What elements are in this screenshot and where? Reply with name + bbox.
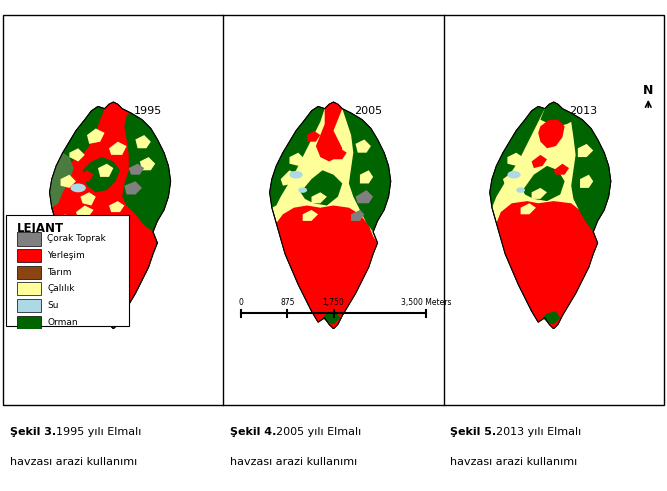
Polygon shape bbox=[276, 206, 378, 329]
Text: Şekil 4.: Şekil 4. bbox=[230, 427, 277, 437]
Text: Su: Su bbox=[47, 301, 59, 310]
Bar bbox=[17, 266, 41, 279]
Text: 1995 yılı Elmalı: 1995 yılı Elmalı bbox=[49, 427, 141, 437]
Polygon shape bbox=[56, 214, 74, 227]
Polygon shape bbox=[307, 131, 320, 142]
Text: 2013: 2013 bbox=[570, 107, 598, 116]
Text: Şekil 5.: Şekil 5. bbox=[450, 427, 496, 437]
Text: 875: 875 bbox=[280, 299, 295, 307]
Polygon shape bbox=[496, 201, 598, 329]
Polygon shape bbox=[543, 311, 560, 325]
Polygon shape bbox=[124, 181, 142, 194]
Polygon shape bbox=[356, 190, 373, 203]
Ellipse shape bbox=[516, 188, 525, 193]
Bar bbox=[17, 316, 41, 329]
Polygon shape bbox=[578, 144, 593, 157]
Polygon shape bbox=[269, 107, 325, 208]
Polygon shape bbox=[334, 148, 347, 159]
Text: 1995: 1995 bbox=[133, 107, 162, 116]
Text: Tarım: Tarım bbox=[47, 268, 72, 277]
Polygon shape bbox=[303, 210, 318, 221]
Ellipse shape bbox=[508, 171, 521, 179]
Text: 2005 yılı Elmalı: 2005 yılı Elmalı bbox=[269, 427, 361, 437]
Polygon shape bbox=[140, 157, 155, 170]
Polygon shape bbox=[356, 139, 371, 153]
Polygon shape bbox=[532, 188, 547, 199]
Polygon shape bbox=[109, 201, 124, 212]
Text: Çalılık: Çalılık bbox=[47, 284, 75, 293]
Text: 3,500 Meters: 3,500 Meters bbox=[401, 299, 451, 307]
Polygon shape bbox=[281, 170, 298, 186]
Bar bbox=[5, 215, 129, 327]
Polygon shape bbox=[360, 170, 373, 184]
Polygon shape bbox=[508, 153, 523, 166]
Bar bbox=[17, 232, 41, 246]
Text: 2005: 2005 bbox=[354, 107, 382, 116]
Text: Şekil 3.: Şekil 3. bbox=[10, 427, 56, 437]
Polygon shape bbox=[107, 126, 120, 137]
Text: 1,750: 1,750 bbox=[323, 299, 344, 307]
Polygon shape bbox=[540, 102, 576, 126]
Polygon shape bbox=[63, 107, 105, 162]
Polygon shape bbox=[269, 102, 391, 329]
Polygon shape bbox=[135, 135, 151, 148]
Polygon shape bbox=[289, 153, 305, 166]
Polygon shape bbox=[342, 109, 391, 232]
Polygon shape bbox=[69, 148, 85, 162]
Polygon shape bbox=[311, 192, 327, 203]
Polygon shape bbox=[571, 113, 611, 232]
Text: 0: 0 bbox=[239, 299, 243, 307]
Polygon shape bbox=[49, 153, 74, 208]
Polygon shape bbox=[49, 102, 171, 329]
Text: havzası arazi kullanımı: havzası arazi kullanımı bbox=[10, 457, 137, 466]
Polygon shape bbox=[301, 170, 342, 206]
Ellipse shape bbox=[298, 188, 307, 193]
Text: Yerleşim: Yerleşim bbox=[47, 251, 85, 260]
Ellipse shape bbox=[289, 171, 303, 179]
Polygon shape bbox=[122, 113, 171, 232]
Polygon shape bbox=[81, 170, 93, 181]
Polygon shape bbox=[554, 164, 569, 175]
Polygon shape bbox=[103, 313, 120, 327]
Polygon shape bbox=[81, 192, 96, 206]
Polygon shape bbox=[521, 203, 536, 214]
Text: 2013 yılı Elmalı: 2013 yılı Elmalı bbox=[489, 427, 581, 437]
Polygon shape bbox=[109, 142, 127, 155]
Bar bbox=[17, 299, 41, 312]
Polygon shape bbox=[98, 164, 113, 177]
Polygon shape bbox=[76, 206, 93, 218]
Polygon shape bbox=[538, 120, 564, 148]
Text: N: N bbox=[643, 84, 654, 97]
Polygon shape bbox=[105, 102, 122, 117]
Polygon shape bbox=[523, 166, 564, 201]
Text: havzası arazi kullanımı: havzası arazi kullanımı bbox=[230, 457, 358, 466]
Polygon shape bbox=[532, 155, 547, 168]
Polygon shape bbox=[351, 210, 364, 221]
Ellipse shape bbox=[71, 184, 86, 192]
Polygon shape bbox=[490, 107, 545, 208]
Bar bbox=[17, 282, 41, 296]
Polygon shape bbox=[490, 102, 611, 329]
Polygon shape bbox=[61, 175, 76, 188]
Bar bbox=[17, 249, 41, 262]
Polygon shape bbox=[129, 164, 144, 175]
Text: havzası arazi kullanımı: havzası arazi kullanımı bbox=[450, 457, 578, 466]
Polygon shape bbox=[323, 311, 340, 325]
Polygon shape bbox=[83, 157, 120, 192]
Text: LEJANT: LEJANT bbox=[17, 222, 63, 235]
Polygon shape bbox=[91, 144, 103, 155]
Polygon shape bbox=[503, 172, 521, 186]
Text: Orman: Orman bbox=[47, 318, 78, 327]
Polygon shape bbox=[316, 102, 342, 162]
Polygon shape bbox=[580, 175, 593, 188]
Text: Çorak Toprak: Çorak Toprak bbox=[47, 234, 106, 244]
Polygon shape bbox=[87, 129, 105, 144]
